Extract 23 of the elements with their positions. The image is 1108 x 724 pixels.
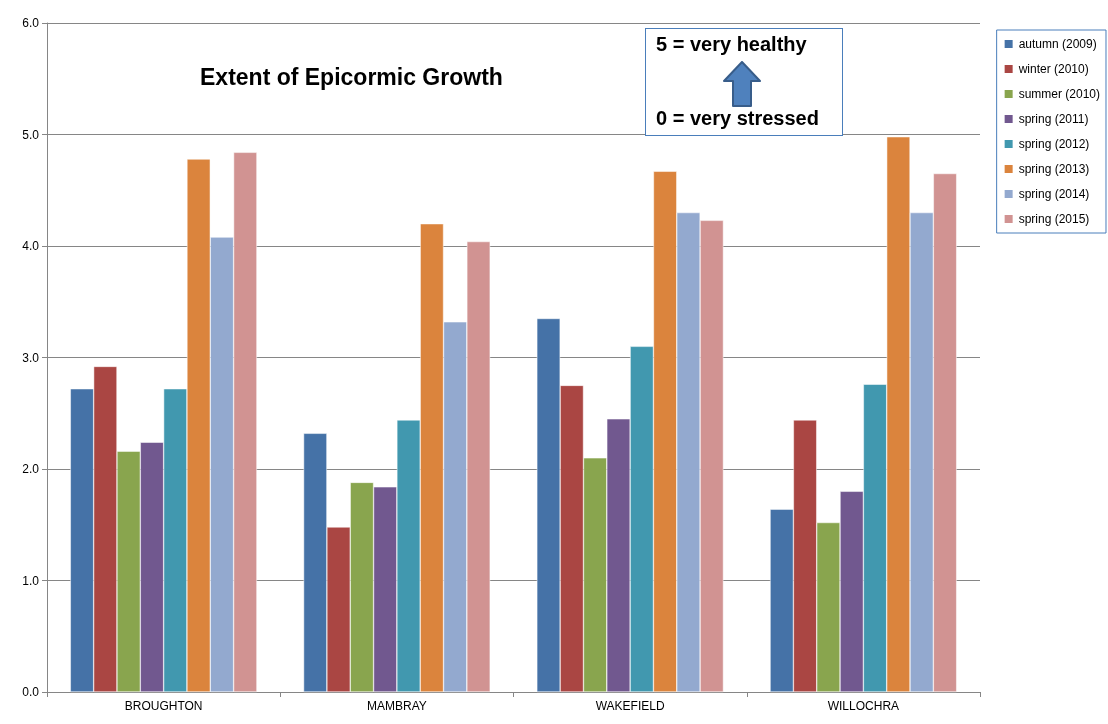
y-tick-label: 1.0 xyxy=(22,573,40,588)
legend-label: spring (2012) xyxy=(1018,137,1090,151)
legend-label: spring (2014) xyxy=(1018,187,1090,201)
y-tick-label: 6.0 xyxy=(22,16,40,30)
legend-label: summer (2010) xyxy=(1018,87,1100,101)
legend-label: spring (2013) xyxy=(1018,162,1090,176)
legend-label: spring (2015) xyxy=(1018,212,1090,226)
y-tick-label: 5.0 xyxy=(22,127,40,142)
y-tick-label: 2.0 xyxy=(22,462,40,476)
legend-label: spring (2011) xyxy=(1018,112,1089,126)
x-tick-label: WAKEFIELD xyxy=(595,699,665,713)
note-box: 5 = very healthy 0 = very stressed xyxy=(645,28,843,136)
y-tick-label: 3.0 xyxy=(22,350,40,365)
annotation: 5 = very healthy xyxy=(656,33,807,56)
x-tick-label: BROUGHTON xyxy=(124,699,203,713)
text: Extent of Epicormic Growth xyxy=(200,63,503,90)
legend-label: winter (2010) xyxy=(1017,62,1089,76)
x-tick-label: WILLOCHRA xyxy=(827,699,900,713)
x-tick-label: MAMBRAY xyxy=(366,699,427,713)
legend-label: autumn (2009) xyxy=(1018,37,1097,51)
y-tick-label: 4.0 xyxy=(22,239,40,253)
y-tick-label: 0.0 xyxy=(22,685,40,699)
annotation: 0 = very stressed xyxy=(656,107,819,130)
